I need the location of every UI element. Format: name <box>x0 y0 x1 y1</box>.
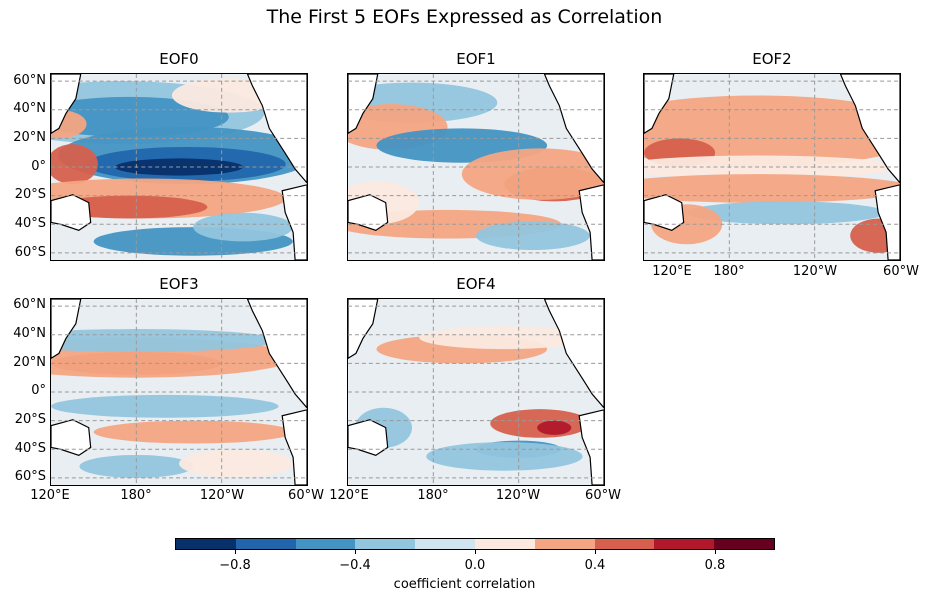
land-mass <box>644 74 675 135</box>
map-canvas <box>51 74 307 260</box>
correlation-region <box>644 174 900 203</box>
lon-tick: 120°W <box>792 264 838 279</box>
lat-tick: 40°S <box>14 441 46 456</box>
colorbar-segment <box>415 539 475 549</box>
lat-tick: 0° <box>31 159 46 174</box>
lat-tick: 20°N <box>13 130 46 145</box>
lon-tick: 180° <box>120 488 152 503</box>
colorbar-segment <box>176 539 236 549</box>
colorbar-segment <box>474 539 535 549</box>
land-mass <box>578 409 604 485</box>
map-eof4 <box>347 298 605 486</box>
correlation-region <box>179 449 293 478</box>
correlation-region <box>419 326 590 350</box>
land-mass <box>348 299 379 360</box>
panel-title-eof2: EOF2 <box>752 50 792 68</box>
correlation-region <box>537 420 572 435</box>
map-eof1 <box>347 73 605 261</box>
correlation-region <box>461 148 604 200</box>
land-mass <box>51 299 82 360</box>
lon-tick: 120°W <box>199 488 245 503</box>
lon-tick: 180° <box>417 488 449 503</box>
colorbar-segment <box>714 539 774 549</box>
correlation-region <box>51 96 229 137</box>
land-mass <box>281 184 307 260</box>
colorbar-segment <box>295 539 356 549</box>
lon-tick: 60°W <box>288 488 324 503</box>
correlation-region <box>51 394 279 418</box>
map-eof2 <box>643 73 901 261</box>
map-canvas <box>644 74 900 260</box>
lat-tick: 60°S <box>14 245 46 260</box>
lat-tick: 0° <box>31 383 46 398</box>
lat-tick: 20°S <box>14 187 46 202</box>
lat-tick: 40°S <box>14 216 46 231</box>
colorbar-tick: 0.8 <box>704 558 726 573</box>
colorbar-segment <box>355 539 416 549</box>
land-mass <box>51 74 82 135</box>
lon-tick: 60°W <box>585 488 621 503</box>
lon-tick: 120°E <box>329 488 369 503</box>
colorbar-segment <box>534 539 595 549</box>
colorbar-tick: −0.8 <box>219 558 251 573</box>
lat-tick: 60°N <box>13 297 46 312</box>
panel-title-eof0: EOF0 <box>159 50 199 68</box>
correlation-region <box>426 442 583 471</box>
colorbar-tick: 0.0 <box>464 558 486 573</box>
land-mass <box>348 74 379 135</box>
colorbar-segment <box>235 539 296 549</box>
lat-tick: 40°N <box>13 101 46 116</box>
land-mass <box>281 409 307 485</box>
colorbar-tick: 0.4 <box>584 558 606 573</box>
lat-tick: 60°N <box>13 73 46 88</box>
correlation-region <box>686 201 886 225</box>
figure-title: The First 5 EOFs Expressed as Correlatio… <box>266 6 663 28</box>
correlation-region <box>476 221 590 250</box>
map-canvas <box>51 299 307 485</box>
correlation-region <box>490 409 590 438</box>
correlation-region <box>51 144 98 185</box>
panel-title-eof3: EOF3 <box>159 275 199 293</box>
land-mass <box>246 299 307 409</box>
land-mass <box>839 74 900 184</box>
map-eof0 <box>50 73 308 261</box>
colorbar-segment <box>654 539 715 549</box>
lat-tick: 40°N <box>13 326 46 341</box>
panel-title-eof1: EOF1 <box>456 50 496 68</box>
correlation-region <box>93 420 293 444</box>
land-mass <box>543 74 604 184</box>
colorbar <box>175 538 775 550</box>
lon-tick: 60°W <box>883 264 919 279</box>
lon-tick: 180° <box>713 264 745 279</box>
map-eof3 <box>50 298 308 486</box>
lon-tick: 120°E <box>30 488 70 503</box>
land-mass <box>578 184 604 260</box>
map-canvas <box>348 299 604 485</box>
colorbar-segment <box>594 539 655 549</box>
lat-tick: 20°S <box>14 412 46 427</box>
lat-tick: 60°S <box>14 469 46 484</box>
land-mass <box>874 184 900 260</box>
lat-tick: 20°N <box>13 355 46 370</box>
correlation-region <box>193 212 293 242</box>
panel-title-eof4: EOF4 <box>456 275 496 293</box>
colorbar-label: coefficient correlation <box>393 577 536 592</box>
lon-tick: 120°E <box>652 264 692 279</box>
land-mass <box>246 74 307 184</box>
map-canvas <box>348 74 604 260</box>
colorbar-tick: −0.4 <box>339 558 371 573</box>
land-mass <box>543 299 604 409</box>
lon-tick: 120°W <box>495 488 541 503</box>
